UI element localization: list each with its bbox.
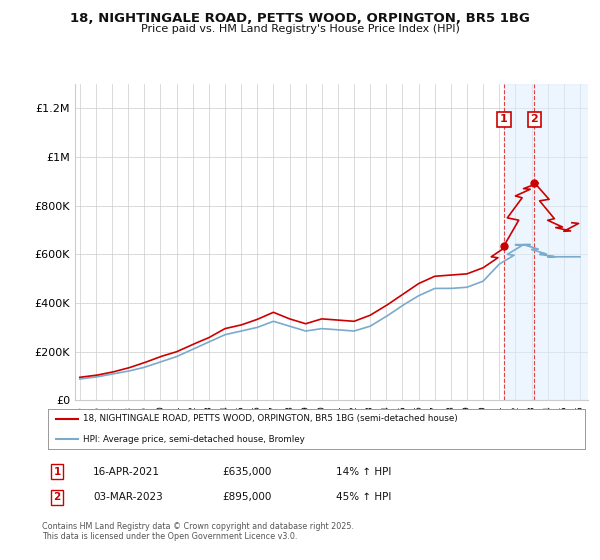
Text: 1: 1 xyxy=(500,114,508,124)
Text: 2: 2 xyxy=(53,492,61,502)
Text: 18, NIGHTINGALE ROAD, PETTS WOOD, ORPINGTON, BR5 1BG: 18, NIGHTINGALE ROAD, PETTS WOOD, ORPING… xyxy=(70,12,530,25)
Text: 16-APR-2021: 16-APR-2021 xyxy=(93,466,160,477)
Text: 1: 1 xyxy=(53,466,61,477)
Text: 45% ↑ HPI: 45% ↑ HPI xyxy=(336,492,391,502)
Bar xyxy=(504,84,588,400)
Text: 2: 2 xyxy=(530,114,538,124)
Text: Price paid vs. HM Land Registry's House Price Index (HPI): Price paid vs. HM Land Registry's House … xyxy=(140,24,460,34)
Text: £895,000: £895,000 xyxy=(222,492,271,502)
Text: 03-MAR-2023: 03-MAR-2023 xyxy=(93,492,163,502)
Text: HPI: Average price, semi-detached house, Bromley: HPI: Average price, semi-detached house,… xyxy=(83,435,305,444)
Text: 18, NIGHTINGALE ROAD, PETTS WOOD, ORPINGTON, BR5 1BG (semi-detached house): 18, NIGHTINGALE ROAD, PETTS WOOD, ORPING… xyxy=(83,414,458,423)
Text: 14% ↑ HPI: 14% ↑ HPI xyxy=(336,466,391,477)
Text: £635,000: £635,000 xyxy=(222,466,271,477)
Text: Contains HM Land Registry data © Crown copyright and database right 2025.
This d: Contains HM Land Registry data © Crown c… xyxy=(42,522,354,542)
